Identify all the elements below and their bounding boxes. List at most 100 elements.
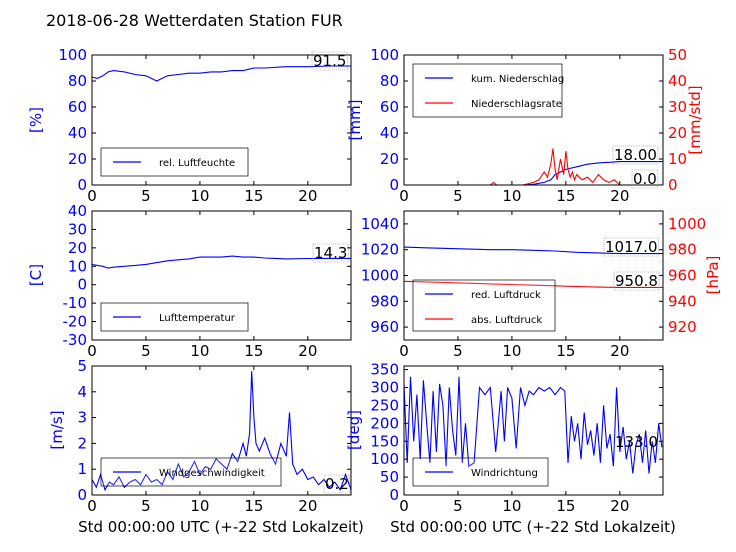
x-tick-label: 15 bbox=[244, 187, 263, 205]
y-tick-label: 10 bbox=[68, 257, 87, 275]
y-tick-label-right: 1000 bbox=[668, 215, 706, 233]
y-axis-label-right: [hPa] bbox=[704, 256, 722, 295]
y-tick-label-right: 20 bbox=[668, 124, 687, 142]
y-tick-label: 2 bbox=[77, 434, 87, 452]
y-tick-label: 60 bbox=[68, 98, 87, 116]
y-tick-label: 40 bbox=[380, 124, 399, 142]
y-tick-label-right: 30 bbox=[668, 98, 687, 116]
panel-wind_direction: 0 5 10 15 20050100150200250300350[deg]Std 00… bbox=[345, 361, 676, 536]
x-tick-label: 10 bbox=[502, 342, 521, 360]
y-tick-label: 980 bbox=[370, 292, 399, 310]
y-axis-label: [%] bbox=[27, 107, 45, 133]
y-tick-label-right: 940 bbox=[668, 292, 697, 310]
x-tick-label: 15 bbox=[556, 497, 575, 515]
y-tick-label: 250 bbox=[370, 396, 399, 414]
y-axis-label: [C] bbox=[27, 264, 45, 286]
x-tick-label: 0 bbox=[399, 342, 409, 360]
y-tick-label: 4 bbox=[77, 383, 87, 401]
y-tick-label-right: 10 bbox=[668, 150, 687, 168]
y-tick-label: 40 bbox=[68, 124, 87, 142]
y-tick-label: 1 bbox=[77, 460, 87, 478]
x-tick-label: 10 bbox=[502, 497, 521, 515]
y-tick-label: 20 bbox=[68, 239, 87, 257]
value-label-right: 0.0 bbox=[633, 170, 657, 188]
y-tick-label-right: 960 bbox=[668, 267, 697, 285]
panel-humidity: 0 5 10 15 20 0 20 40 60 80 100 [%] 91.5 rel. Luftfeuc… bbox=[27, 46, 351, 205]
x-tick-label: 10 bbox=[502, 187, 521, 205]
legend-label: red. Luftdruck bbox=[471, 290, 541, 301]
y-tick-label: 350 bbox=[370, 361, 399, 379]
y-tick-label: 80 bbox=[380, 72, 399, 90]
y-tick-label-right: 980 bbox=[668, 241, 697, 259]
y-tick-label: 1040 bbox=[361, 215, 399, 233]
y-tick-label-right: 920 bbox=[668, 318, 697, 336]
value-label: 18.00 bbox=[614, 146, 657, 164]
x-axis-label: Std 00:00:00 UTC (+-22 Std Lokalzeit) bbox=[390, 518, 676, 536]
x-tick-label: 20 bbox=[298, 187, 317, 205]
x-tick-label: 20 bbox=[610, 342, 629, 360]
y-tick-label: 0 bbox=[77, 176, 87, 194]
y-tick-label-right: 0 bbox=[668, 176, 678, 194]
x-tick-label: 0 bbox=[87, 497, 97, 515]
y-tick-label: 30 bbox=[68, 220, 87, 238]
y-axis-label: [m/s] bbox=[48, 410, 66, 449]
y-axis-label: [deg] bbox=[345, 410, 363, 450]
y-tick-label: 20 bbox=[68, 150, 87, 168]
y-tick-label: 0 bbox=[389, 486, 399, 504]
y-tick-label: 50 bbox=[380, 468, 399, 486]
series-group bbox=[92, 256, 351, 268]
y-tick-label-right: 40 bbox=[668, 72, 687, 90]
x-tick-label: 5 bbox=[453, 187, 463, 205]
legend-label: kum. Niederschlag bbox=[471, 74, 564, 85]
legend-label: Niederschlagsrate bbox=[471, 99, 562, 110]
x-tick-label: 15 bbox=[556, 187, 575, 205]
x-tick-label: 5 bbox=[453, 497, 463, 515]
y-tick-label: 40 bbox=[68, 202, 87, 220]
y-tick-label: 1000 bbox=[361, 267, 399, 285]
x-tick-label: 15 bbox=[244, 497, 263, 515]
x-tick-label: 10 bbox=[190, 342, 209, 360]
x-tick-label: 0 bbox=[87, 187, 97, 205]
y-axis-label-right: [mm/std] bbox=[686, 85, 704, 154]
x-tick-label: 10 bbox=[190, 187, 209, 205]
x-tick-label: 20 bbox=[298, 342, 317, 360]
value-label: 14.3 bbox=[314, 244, 347, 262]
x-tick-label: 15 bbox=[244, 342, 263, 360]
y-tick-label: 60 bbox=[380, 98, 399, 116]
y-tick-label: 100 bbox=[370, 46, 399, 64]
weather-dashboard: 2018-06-28 Wetterdaten Station FUR 0 5 10… bbox=[0, 0, 736, 552]
y-tick-label: 100 bbox=[370, 450, 399, 468]
value-label: 91.5 bbox=[313, 52, 346, 70]
panel-pressure: 0 5 10 15 20 960 980 1000 1020 1040 920 940 960 980 10… bbox=[361, 211, 722, 360]
chart-title: 2018-06-28 Wetterdaten Station FUR bbox=[46, 11, 343, 30]
series-line-1 bbox=[92, 256, 351, 268]
value-label: 1017.0 bbox=[605, 238, 658, 256]
panel-wind_speed: 0 5 10 15 20012345[m/s]Std 00:00:00 UTC (+-2… bbox=[48, 357, 364, 536]
x-tick-label: 5 bbox=[141, 342, 151, 360]
chart-panels: 0 5 10 15 20020406080100[%]91.5rel. Luftfeuc… bbox=[27, 46, 722, 536]
y-tick-label: 3 bbox=[77, 409, 87, 427]
x-tick-label: 5 bbox=[141, 497, 151, 515]
x-tick-label: 20 bbox=[610, 497, 629, 515]
y-tick-label: 1020 bbox=[361, 241, 399, 259]
y-tick-label: 0 bbox=[389, 176, 399, 194]
value-label: 0.2 bbox=[325, 475, 349, 493]
x-tick-label: 20 bbox=[610, 187, 629, 205]
y-tick-label: 0 bbox=[77, 276, 87, 294]
legend-label: Windgeschwindigkeit bbox=[159, 468, 265, 479]
x-tick-label: 0 bbox=[399, 187, 409, 205]
x-axis-label: Std 00:00:00 UTC (+-22 Std Lokalzeit) bbox=[78, 518, 364, 536]
value-label: 133.0 bbox=[615, 433, 658, 451]
panel-temperature: 0 5 10 15 20-30-20-10010203040[C]14.3Lufttem… bbox=[27, 202, 351, 360]
y-tick-label-right: 50 bbox=[668, 46, 687, 64]
y-tick-label: 20 bbox=[380, 150, 399, 168]
y-tick-label: 5 bbox=[77, 357, 87, 375]
y-tick-label: -10 bbox=[63, 294, 88, 312]
y-tick-label: 300 bbox=[370, 379, 399, 397]
y-tick-label: 100 bbox=[58, 46, 87, 64]
x-tick-label: 0 bbox=[87, 342, 97, 360]
x-tick-label: 5 bbox=[141, 187, 151, 205]
x-tick-label: 20 bbox=[298, 497, 317, 515]
x-tick-label: 0 bbox=[399, 497, 409, 515]
panel-precip: 0 5 10 15 2002040608010001020304050[mm] [mm/s… bbox=[346, 46, 704, 205]
